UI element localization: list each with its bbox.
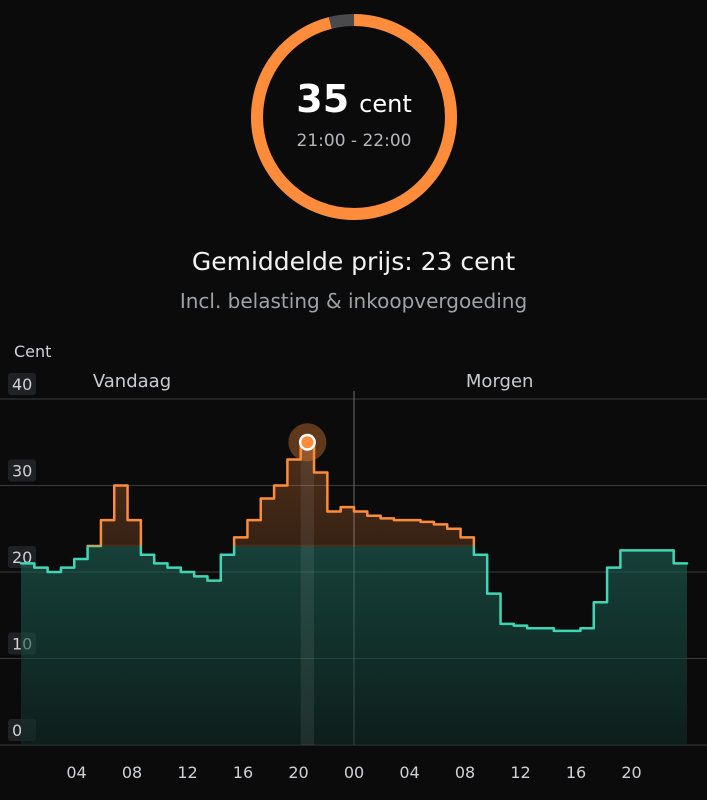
y-tick-label-30: 30	[12, 462, 32, 481]
day-label-tomorrow: Morgen	[466, 371, 534, 392]
current-time-range: 21:00 - 22:00	[296, 131, 412, 151]
current-price-unit: cent	[359, 90, 412, 118]
price-area	[21, 442, 687, 745]
current-price-ring: 35 cent 21:00 - 22:00	[249, 12, 459, 222]
y-tick-bg-40	[8, 373, 36, 395]
x-tick-label-1: 08	[122, 763, 142, 782]
y-tick-bg-30	[8, 459, 36, 482]
x-tick-label-4: 20	[288, 763, 308, 782]
price-ring-gauge	[251, 14, 457, 220]
x-tick-label-0: 04	[66, 763, 86, 782]
x-tick-label-6: 04	[399, 763, 419, 782]
x-tick-label-7: 08	[455, 763, 475, 782]
current-price-display: 35 cent 21:00 - 22:00	[249, 12, 459, 222]
x-tick-label-10: 20	[621, 763, 641, 782]
current-hour-column	[300, 442, 315, 745]
price-subtitle: Incl. belasting & inkoopvergoeding	[179, 289, 528, 313]
current-price-value: 35	[296, 77, 350, 121]
current-price-line: 35 cent	[296, 77, 411, 121]
y-axis-title: Cent	[14, 342, 51, 361]
ring-progress	[251, 14, 457, 220]
y-tick-label-0: 0	[12, 721, 22, 740]
current-price-marker	[301, 436, 314, 449]
y-tick-label-40: 40	[12, 375, 32, 394]
x-tick-label-3: 16	[233, 763, 253, 782]
x-tick-label-2: 12	[177, 763, 197, 782]
x-tick-label-8: 12	[510, 763, 530, 782]
x-tick-label-9: 16	[566, 763, 586, 782]
price-chart[interactable]: 010203040CentVandaagMorgen04081216200004…	[0, 330, 707, 800]
average-price: Gemiddelde prijs: 23 cent	[191, 247, 516, 276]
price-series-line	[19, 441, 689, 633]
day-label-today: Vandaag	[93, 371, 171, 392]
x-tick-label-5: 00	[344, 763, 364, 782]
